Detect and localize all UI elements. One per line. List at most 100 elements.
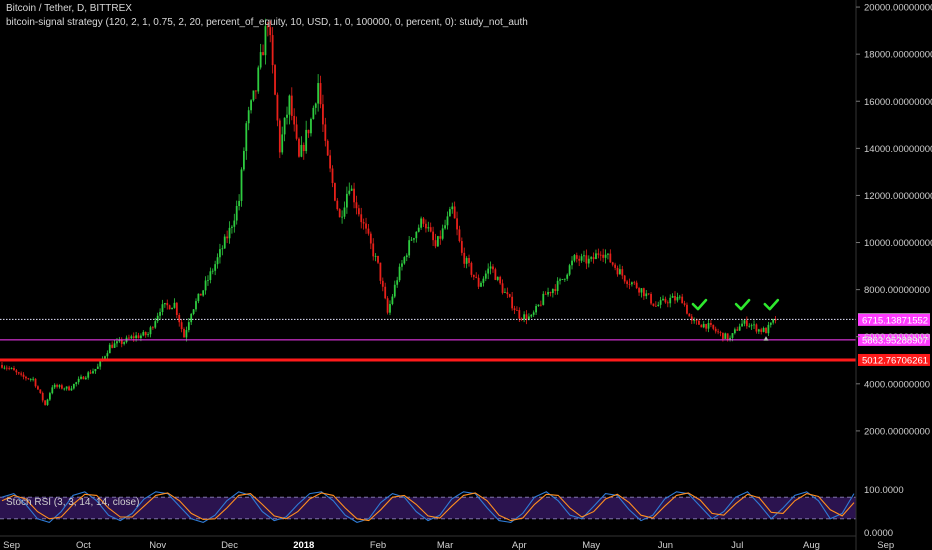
candle-body xyxy=(616,267,619,275)
candle-body xyxy=(525,314,528,320)
candle-body xyxy=(211,270,214,272)
candle-body xyxy=(245,123,248,151)
candle-body xyxy=(453,206,456,219)
candle-body xyxy=(240,169,243,201)
candle-body xyxy=(487,268,490,274)
candle-body xyxy=(37,386,39,390)
candle-body xyxy=(695,320,698,322)
candle-body xyxy=(367,228,370,234)
candle-body xyxy=(192,309,195,314)
candle-body xyxy=(654,305,657,307)
candle-body xyxy=(132,336,135,339)
candle-body xyxy=(17,372,20,374)
candle-body xyxy=(10,368,13,369)
candle-body xyxy=(420,218,423,228)
candle-body xyxy=(578,258,581,261)
candle-body xyxy=(698,320,700,325)
candle-body xyxy=(554,289,557,291)
price-label-box xyxy=(858,353,930,366)
signal-layer xyxy=(691,298,780,341)
candle-body xyxy=(717,331,720,333)
stoch-rsi-panel[interactable]: 100.0000 0.0000 xyxy=(0,485,904,539)
candle-body xyxy=(568,265,571,275)
candle-body xyxy=(5,367,8,369)
candle-body xyxy=(89,372,92,374)
candle-body xyxy=(302,144,305,152)
candle-body xyxy=(693,320,696,322)
candle-body xyxy=(386,298,389,313)
candle-body xyxy=(470,262,473,275)
candle-body xyxy=(415,231,418,239)
candle-body xyxy=(118,339,121,342)
candle-body xyxy=(719,332,722,333)
candle-body xyxy=(482,278,485,283)
candle-body xyxy=(305,129,308,152)
candle-body xyxy=(290,95,293,116)
candle-body xyxy=(475,276,478,278)
candle-body xyxy=(619,269,621,275)
candle-body xyxy=(219,249,221,258)
candle-body xyxy=(144,332,147,336)
candle-body xyxy=(465,258,468,264)
signal-check-icon xyxy=(691,298,708,311)
candle-body xyxy=(228,227,231,239)
candle-body xyxy=(44,400,47,405)
candle-body xyxy=(187,322,190,331)
candle-body xyxy=(209,271,212,281)
candle-body xyxy=(448,209,451,217)
candle-body xyxy=(104,356,106,359)
candle-body xyxy=(499,276,502,284)
candle-body xyxy=(319,83,322,105)
candle-body xyxy=(580,256,583,261)
candle-body xyxy=(585,255,588,264)
y-tick-label: 10000.00000000 xyxy=(864,238,932,249)
x-tick-label: Aug xyxy=(803,540,820,550)
candle-body xyxy=(477,277,480,287)
candle-body xyxy=(92,371,94,374)
candle-body xyxy=(743,320,746,324)
candle-body xyxy=(266,26,269,28)
candle-body xyxy=(49,393,51,400)
rsi-tick-label: 0.0000 xyxy=(864,528,893,539)
candle-body xyxy=(489,266,492,269)
stoch-rsi-label: Stoch RSI (3, 3, 14, 14, close) xyxy=(6,497,140,508)
x-tick-label: Nov xyxy=(149,540,166,550)
rsi-band xyxy=(0,497,856,519)
candle-body xyxy=(223,236,226,249)
candle-body xyxy=(480,282,482,287)
candle-body xyxy=(56,384,58,387)
candle-body xyxy=(53,384,56,388)
candle-body xyxy=(235,206,238,221)
rsi-series-k xyxy=(1,491,855,524)
y-tick-label: 12000.00000000 xyxy=(864,191,932,202)
candle-body xyxy=(501,283,504,293)
candle-body xyxy=(597,253,600,255)
candle-body xyxy=(772,319,775,323)
candle-body xyxy=(389,304,391,313)
candle-body xyxy=(729,337,731,340)
candle-body xyxy=(281,134,284,153)
candle-body xyxy=(161,304,164,312)
candle-body xyxy=(760,329,763,332)
y-tick-label: 8000.00000000 xyxy=(864,285,930,296)
candle-body xyxy=(96,366,99,369)
candle-body xyxy=(472,274,475,277)
candle-body xyxy=(504,292,506,293)
candle-body xyxy=(338,209,341,218)
candle-body xyxy=(221,248,224,250)
candle-body xyxy=(360,214,363,223)
candle-body xyxy=(425,223,427,229)
candle-body xyxy=(348,190,351,194)
candle-body xyxy=(317,83,320,104)
candle-body xyxy=(343,207,346,217)
candle-body xyxy=(683,303,686,305)
candle-body xyxy=(156,315,159,322)
candle-body xyxy=(166,303,169,306)
candle-body xyxy=(446,216,449,226)
candle-body xyxy=(238,200,241,207)
candle-body xyxy=(674,295,676,301)
candle-body xyxy=(513,308,516,310)
candle-body xyxy=(458,229,461,242)
candle-body xyxy=(647,293,650,295)
